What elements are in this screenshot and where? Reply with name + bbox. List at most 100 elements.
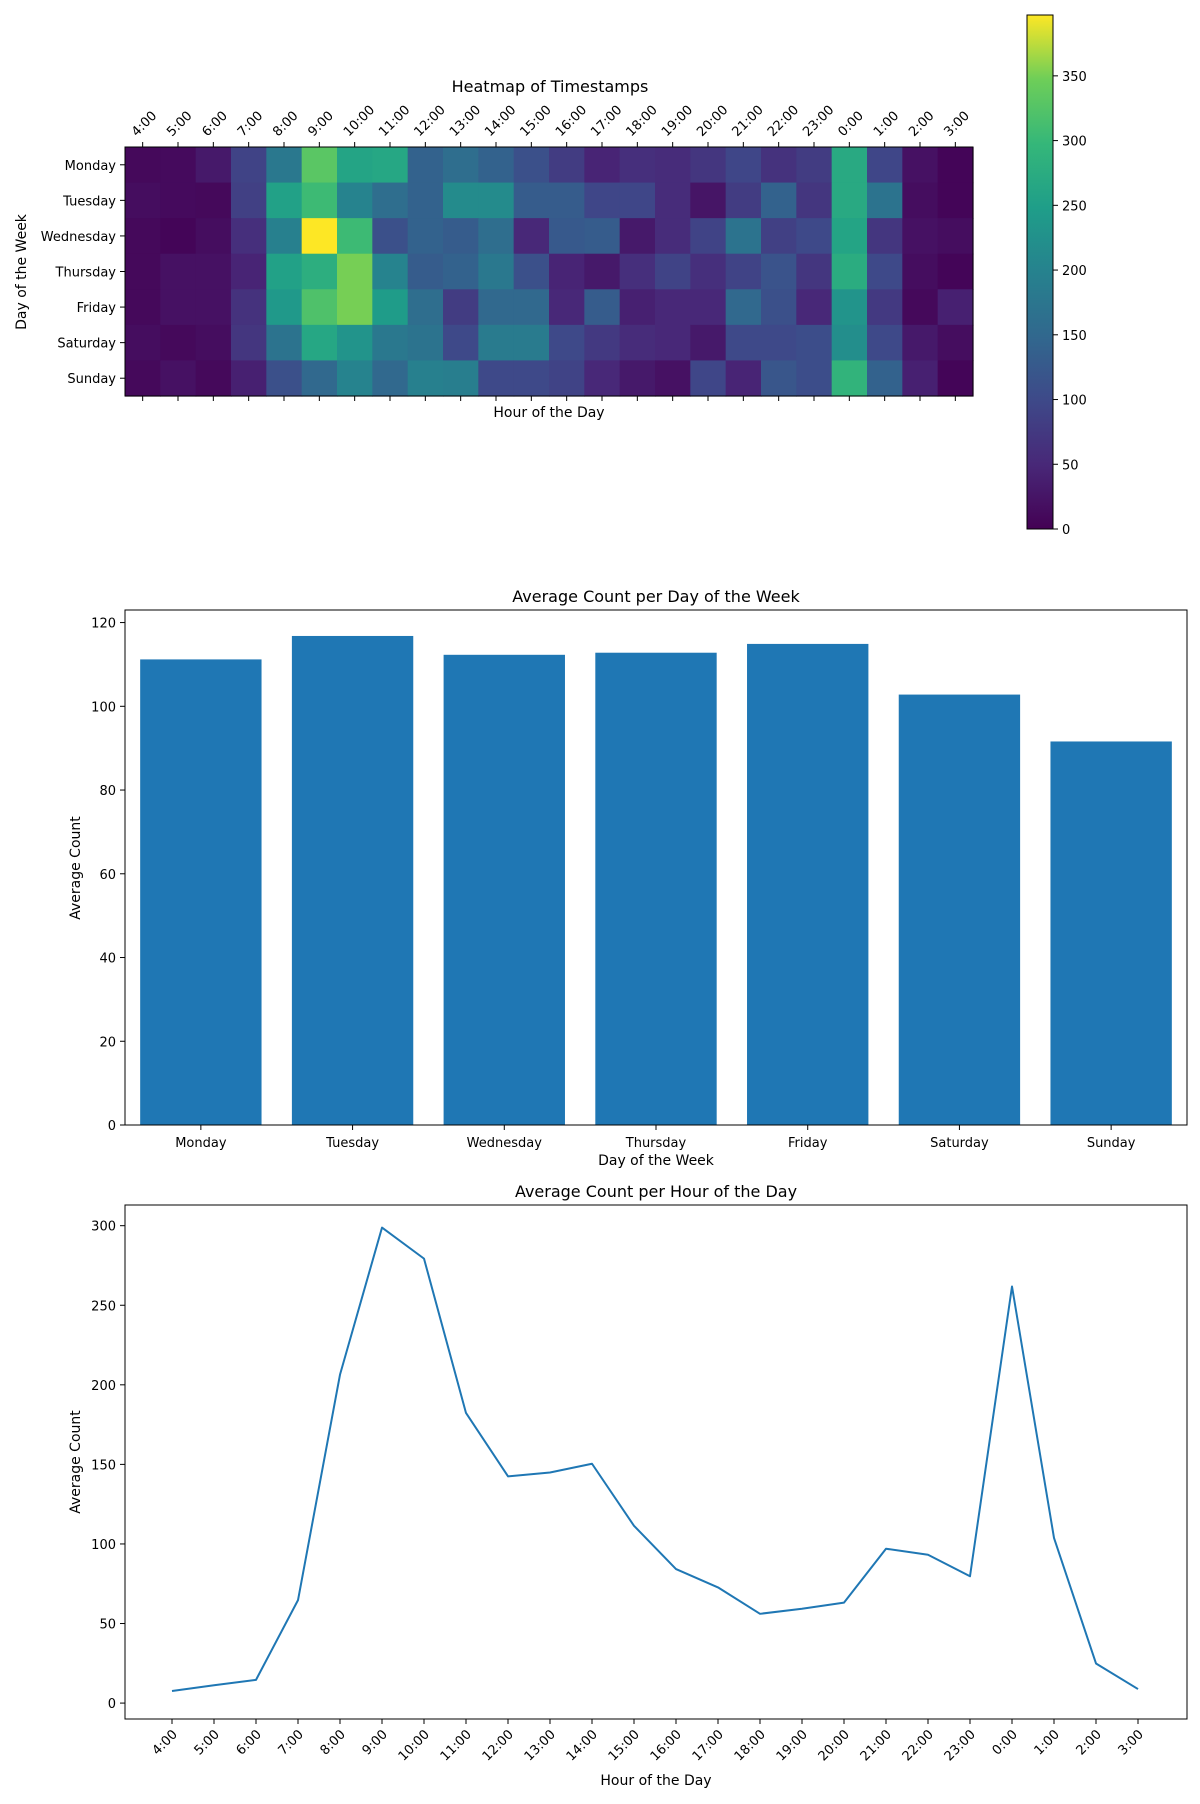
- heatmap-cell: [125, 324, 161, 362]
- bar-chart-y-tick-label: 60: [99, 868, 116, 883]
- heatmap-cell: [831, 289, 868, 326]
- heatmap-cell: [867, 182, 903, 219]
- line-chart-x-tick-label: 17:00: [690, 1727, 727, 1764]
- bar-chart-x-tick-label: Tuesday: [325, 1136, 379, 1151]
- heatmap-cell: [902, 147, 939, 184]
- heatmap-cell: [513, 253, 550, 290]
- heatmap-cell: [372, 324, 409, 362]
- heatmap-cell: [407, 218, 444, 255]
- heatmap-cell: [372, 218, 409, 255]
- heatmap-cell: [372, 360, 409, 397]
- line-chart-x-tick-label: 15:00: [606, 1727, 643, 1764]
- heatmap-cell: [407, 147, 444, 184]
- heatmap-cell: [372, 147, 409, 184]
- line-chart-x-tick-label: 5:00: [192, 1727, 223, 1758]
- heatmap-cell: [937, 253, 974, 290]
- line-chart-x-tick-label: 13:00: [522, 1727, 559, 1764]
- heatmap-cell: [195, 182, 232, 219]
- heatmap-cell: [160, 360, 197, 397]
- heatmap-cell: [125, 253, 161, 290]
- heatmap-cell: [549, 182, 585, 219]
- heatmap-cell: [690, 147, 727, 184]
- heatmap-cell: [443, 218, 479, 255]
- heatmap-cell: [796, 147, 833, 184]
- heatmap-x-tick-label: 20:00: [694, 103, 731, 140]
- heatmap-cell: [725, 182, 762, 219]
- heatmap-cell: [266, 289, 303, 326]
- heatmap-cell: [301, 360, 338, 397]
- line-chart-x-tick-label: 7:00: [276, 1727, 307, 1758]
- heatmap-cell: [655, 218, 691, 255]
- line-chart-x-tick-label: 22:00: [900, 1727, 937, 1764]
- line-chart-x-tick-label: 12:00: [480, 1727, 517, 1764]
- bar-sunday: [1050, 741, 1172, 1125]
- heatmap-cell: [902, 324, 939, 362]
- heatmap-cell: [160, 182, 197, 219]
- heatmap-cell: [478, 360, 515, 397]
- heatmap-cell: [937, 324, 974, 362]
- heatmap-cell: [443, 289, 479, 326]
- bar-wednesday: [443, 654, 565, 1125]
- heatmap-cell: [231, 253, 267, 290]
- heatmap-cell: [761, 218, 797, 255]
- heatmap-cell: [796, 360, 833, 397]
- heatmap-x-tick-label: 14:00: [482, 103, 519, 140]
- heatmap-cell: [725, 147, 762, 184]
- heatmap-x-tick-label: 6:00: [200, 109, 231, 140]
- heatmap-cell: [584, 360, 621, 397]
- colorbar-tick-label: 250: [1062, 199, 1087, 214]
- heatmap-y-tick-label: Wednesday: [41, 230, 117, 245]
- heatmap-cell: [725, 289, 762, 326]
- heatmap-cell: [584, 253, 621, 290]
- line-chart-y-tick-label: 200: [91, 1379, 116, 1394]
- bar-chart-x-ticks: Monday Tuesday Wednesday Thursday Friday Satu…: [175, 1125, 1136, 1151]
- heatmap-x-tick-label: 16:00: [553, 103, 590, 140]
- line-chart-x-axis-label: Hour of the Day: [600, 1773, 711, 1789]
- bar-chart-y-tick-label: 80: [99, 784, 116, 799]
- heatmap-cell: [902, 218, 939, 255]
- heatmap-cell: [337, 360, 373, 397]
- heatmap-cell: [796, 182, 833, 219]
- heatmap-x-axis-label: Hour of the Day: [493, 405, 604, 421]
- heatmap-cell: [195, 147, 232, 184]
- heatmap-cell: [407, 360, 444, 397]
- line-chart-x-tick-label: 8:00: [318, 1727, 349, 1758]
- heatmap-y-tick-label: Sunday: [67, 372, 116, 387]
- heatmap-cell: [937, 218, 974, 255]
- heatmap-cell: [690, 218, 727, 255]
- bar-chart-x-tick-label: Thursday: [625, 1136, 687, 1151]
- heatmap-x-tick-label: 3:00: [942, 109, 973, 140]
- heatmap-cell: [231, 324, 267, 362]
- heatmap-x-tick-label: 21:00: [730, 103, 767, 140]
- bar-chart-bars: [140, 635, 1172, 1125]
- heatmap-cell: [549, 324, 585, 362]
- heatmap-cell: [549, 218, 585, 255]
- heatmap-cell: [902, 360, 939, 397]
- heatmap-cell: [513, 324, 550, 362]
- heatmap-cell: [266, 218, 303, 255]
- heatmap-cell: [478, 324, 515, 362]
- heatmap-x-tick-label: 22:00: [765, 103, 802, 140]
- line-chart-x-tick-label: 11:00: [438, 1727, 475, 1764]
- heatmap-cell: [513, 182, 550, 219]
- heatmap-cell: [231, 147, 267, 184]
- heatmap-cell: [513, 218, 550, 255]
- heatmap-cell: [372, 289, 409, 326]
- heatmap-x-tick-label: 0:00: [836, 109, 867, 140]
- colorbar-tick-label: 50: [1062, 458, 1079, 473]
- bar-chart-y-axis-label: Average Count: [68, 816, 84, 920]
- heatmap-cell: [584, 324, 621, 362]
- line-chart-x-tick-label: 6:00: [234, 1727, 265, 1758]
- heatmap-cell: [831, 147, 868, 184]
- line-chart-x-tick-label: 21:00: [858, 1727, 895, 1764]
- heatmap-cell: [231, 182, 267, 219]
- heatmap-cell: [195, 289, 232, 326]
- bar-chart-y-ticks: 0 20 40 60 80 100 120: [91, 617, 125, 1134]
- heatmap-cell: [902, 182, 939, 219]
- heatmap-cell: [443, 253, 479, 290]
- heatmap-cell: [796, 324, 833, 362]
- line-chart-title: Average Count per Hour of the Day: [515, 1182, 797, 1201]
- heatmap-cell: [867, 218, 903, 255]
- heatmap-x-tick-label: 23:00: [800, 103, 837, 140]
